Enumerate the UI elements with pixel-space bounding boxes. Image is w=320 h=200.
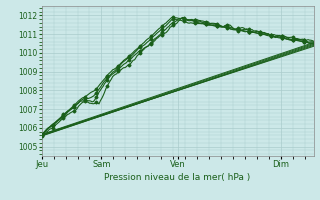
X-axis label: Pression niveau de la mer( hPa ): Pression niveau de la mer( hPa ) xyxy=(104,173,251,182)
